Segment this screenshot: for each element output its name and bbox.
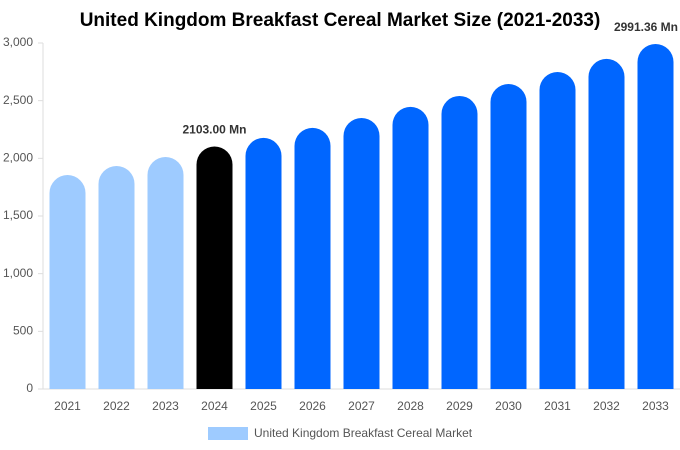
- bar: [392, 106, 429, 390]
- x-tick-label: 2024: [201, 399, 228, 413]
- value-label: 2103.00 Mn: [182, 123, 246, 137]
- bar: [98, 165, 135, 389]
- bar: [245, 137, 282, 389]
- bar: [49, 175, 86, 389]
- x-tick-label: 2023: [152, 399, 179, 413]
- bar: [147, 156, 184, 389]
- bar: [441, 95, 478, 390]
- bar: [490, 83, 527, 389]
- bar: [588, 58, 625, 389]
- legend-label: United Kingdom Breakfast Cereal Market: [254, 426, 473, 440]
- y-tick-label: 1,500: [3, 208, 33, 222]
- bar: [196, 146, 233, 389]
- x-tick-label: 2031: [544, 399, 571, 413]
- chart-title: United Kingdom Breakfast Cereal Market S…: [80, 10, 601, 31]
- x-tick-label: 2029: [446, 399, 473, 413]
- y-tick-label: 1,000: [3, 266, 33, 280]
- x-tick-label: 2025: [250, 399, 277, 413]
- x-tick-label: 2032: [593, 399, 620, 413]
- x-tick-label: 2030: [495, 399, 522, 413]
- bar: [539, 71, 576, 389]
- x-tick-label: 2028: [397, 399, 424, 413]
- legend-swatch: [208, 427, 248, 440]
- y-tick-label: 2,500: [3, 93, 33, 107]
- x-tick-label: 2033: [642, 399, 669, 413]
- y-tick-label: 2,000: [3, 151, 33, 165]
- y-tick-label: 0: [26, 381, 33, 395]
- x-tick-label: 2026: [299, 399, 326, 413]
- bar: [637, 43, 674, 389]
- bar: [343, 117, 380, 389]
- bar: [294, 127, 331, 389]
- y-tick-label: 500: [13, 324, 33, 338]
- x-tick-label: 2021: [54, 399, 81, 413]
- x-tick-label: 2022: [103, 399, 130, 413]
- value-label: 2991.36 Mn: [614, 20, 678, 34]
- x-tick-label: 2027: [348, 399, 375, 413]
- y-tick-label: 3,000: [3, 35, 33, 49]
